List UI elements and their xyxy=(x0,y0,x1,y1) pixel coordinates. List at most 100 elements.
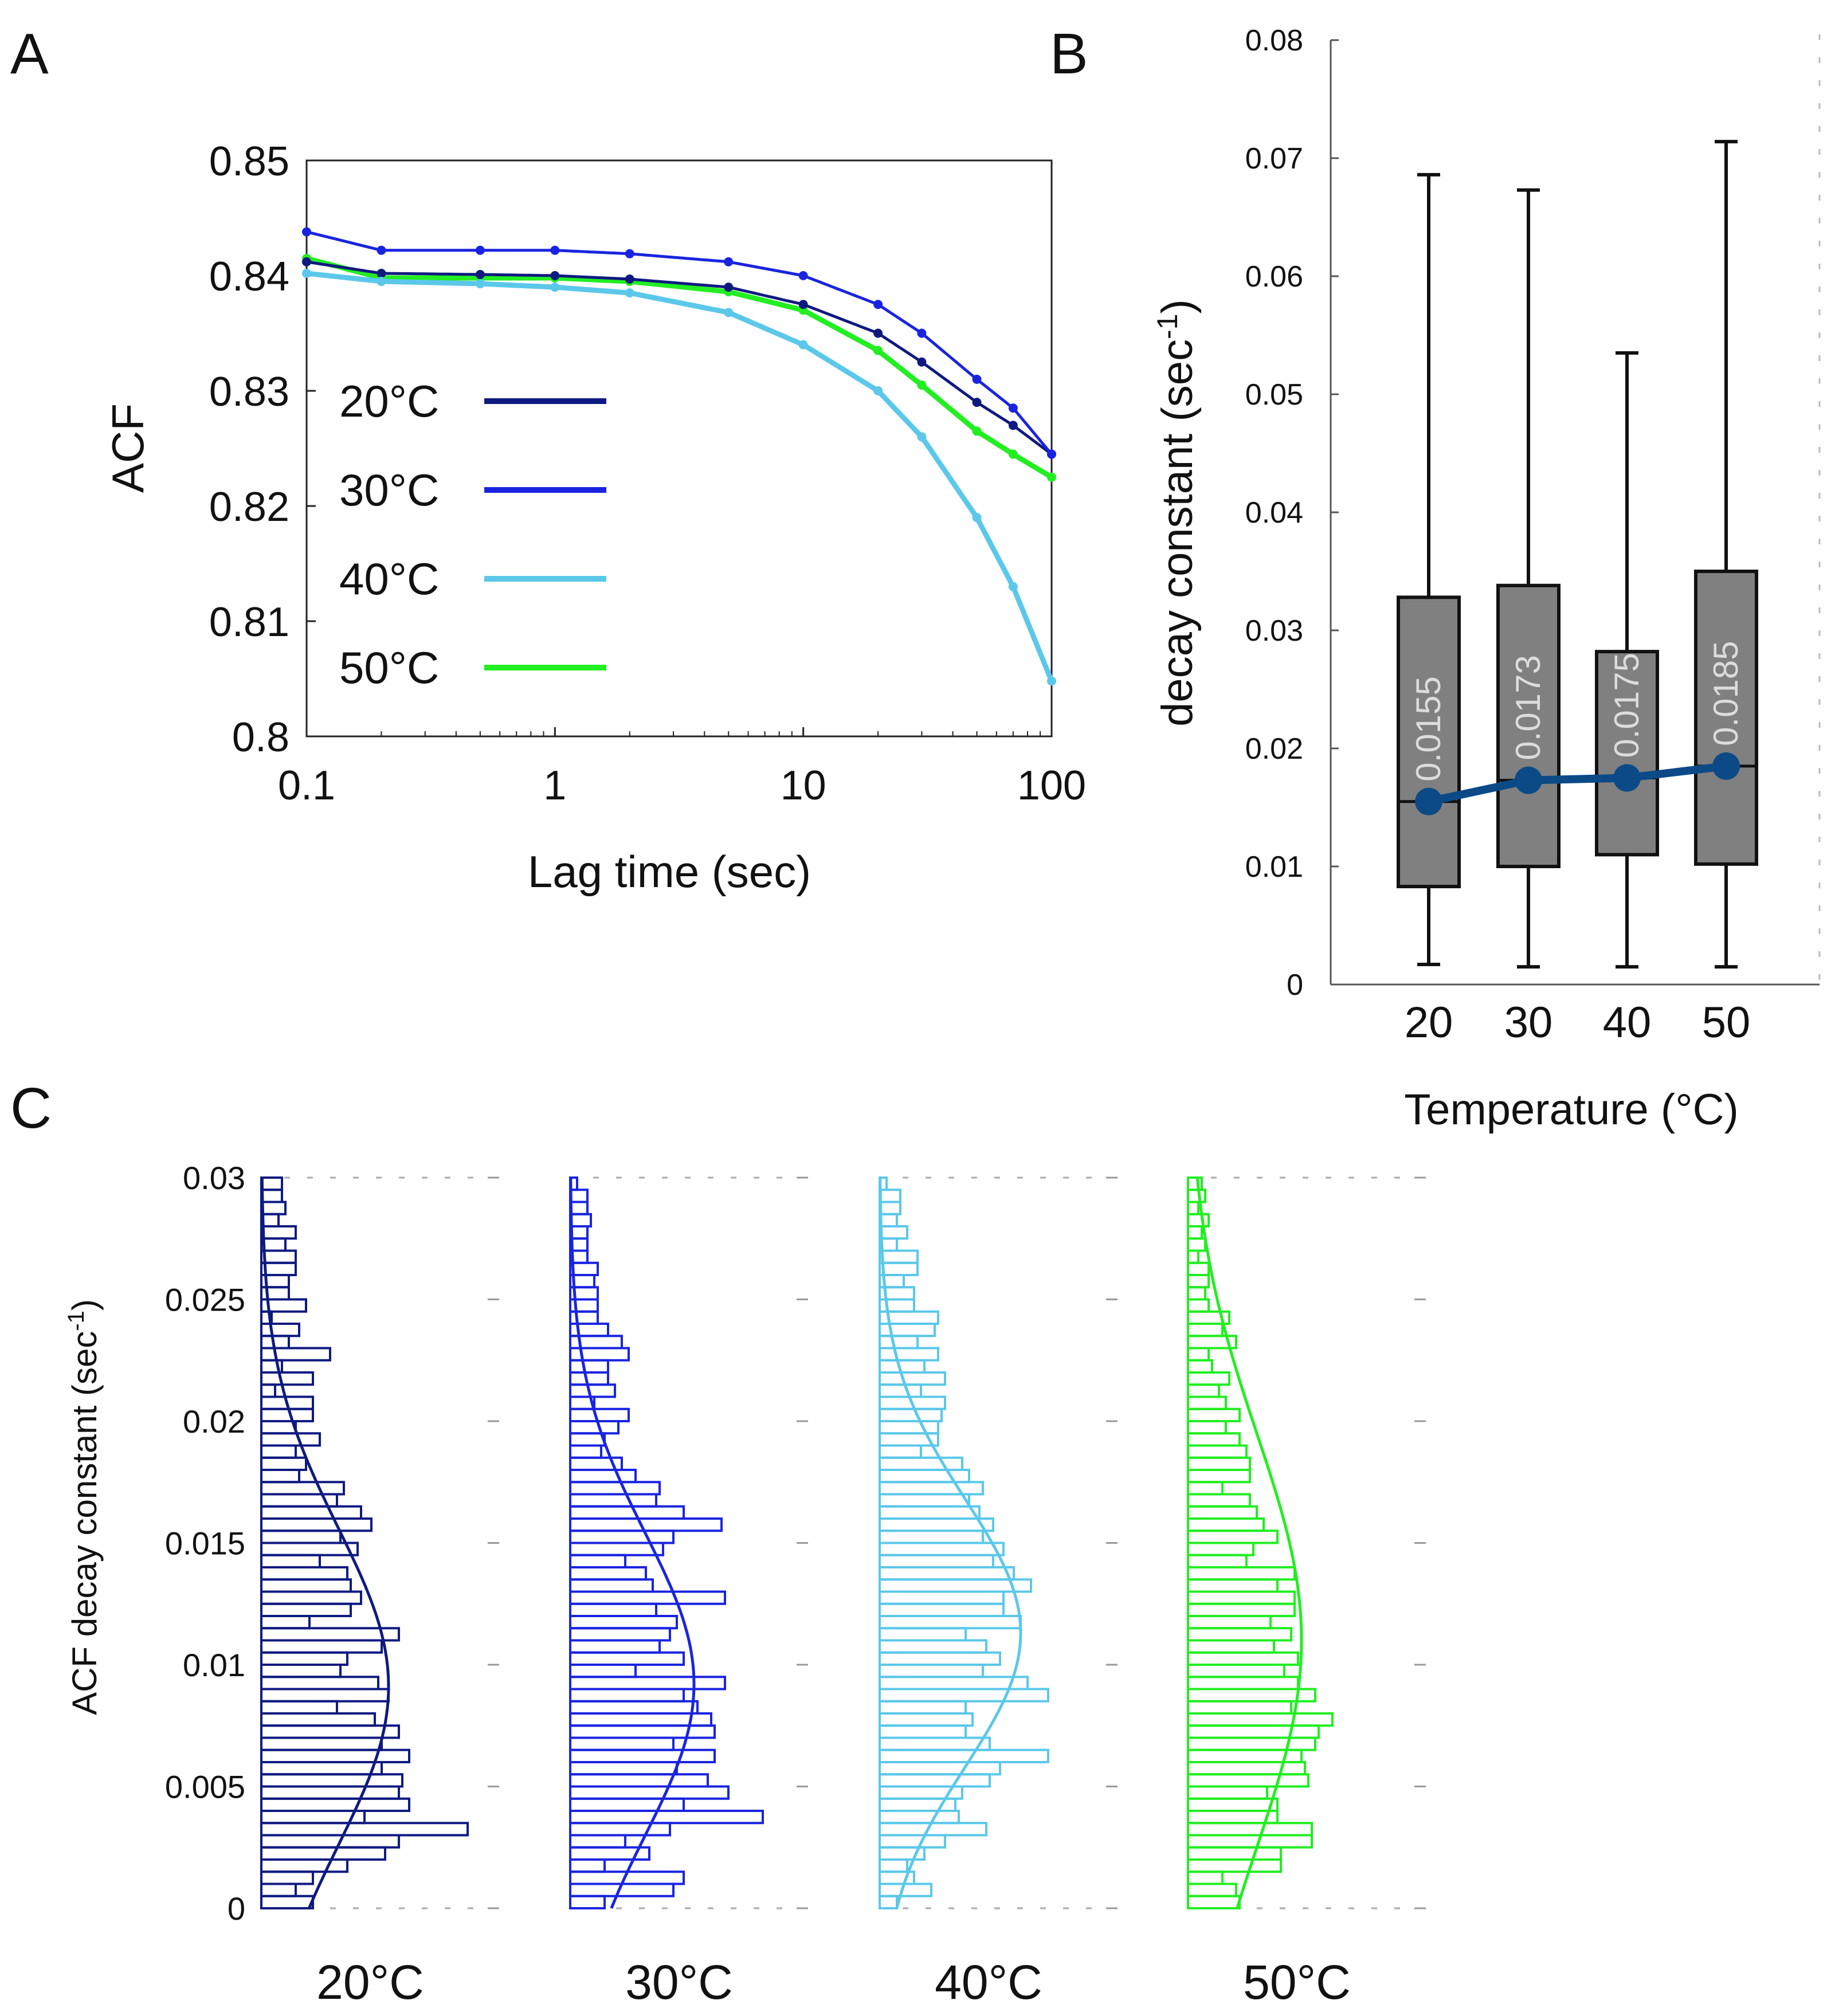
series-line-a xyxy=(306,230,1053,456)
data-point-a xyxy=(972,398,982,407)
histogram-1: 30°C xyxy=(569,1176,811,2009)
y-tick-label-b: 0.08 xyxy=(1245,24,1303,57)
hist-bar xyxy=(1187,1420,1227,1435)
hist-bar xyxy=(260,1201,287,1215)
hist-bar xyxy=(260,1651,348,1666)
hist-bar xyxy=(260,1469,300,1484)
y-tick-label-c: 0 xyxy=(228,1891,245,1927)
hist-bar xyxy=(260,1505,362,1520)
hist-bar xyxy=(879,1249,919,1264)
data-point-a xyxy=(1047,472,1056,482)
hist-bar xyxy=(1187,1810,1279,1825)
hist-bar xyxy=(1187,1882,1237,1897)
hist-bar xyxy=(1187,1664,1285,1678)
y-axis-label-a: ACF xyxy=(103,403,153,493)
hist-bar xyxy=(260,1249,297,1264)
hist-bar xyxy=(260,1529,342,1544)
hist-bar xyxy=(569,1602,657,1617)
y-axis-label-c-end: ) xyxy=(65,1299,104,1311)
hist-bar xyxy=(1187,1578,1279,1593)
hist-bar xyxy=(260,1688,390,1703)
series-line-a xyxy=(306,260,1053,456)
hist-bar xyxy=(1187,1189,1206,1203)
panel-letter-c: C xyxy=(10,1076,52,1140)
hist-bar xyxy=(260,1444,297,1459)
hist-bar xyxy=(569,1578,654,1593)
hist-bar xyxy=(569,1748,716,1763)
hist-bar xyxy=(260,1724,400,1739)
histogram-3: 50°C xyxy=(1187,1176,1429,2009)
legend-label-a: 40°C xyxy=(339,554,439,604)
hist-bar xyxy=(569,1469,637,1484)
hist-bar xyxy=(879,1882,932,1897)
hist-bar xyxy=(879,1529,984,1544)
hist-bar xyxy=(1187,1566,1296,1581)
hist-bar xyxy=(1187,1493,1251,1508)
hist-bar xyxy=(1187,1724,1320,1739)
hist-bar xyxy=(879,1444,922,1459)
y-tick-label-b: 0.01 xyxy=(1245,850,1303,884)
y-axis-label-c-sup: -1 xyxy=(64,1311,89,1331)
hist-bar xyxy=(1187,1176,1203,1191)
data-point-a xyxy=(475,279,485,289)
box-iqr xyxy=(1496,583,1561,868)
hist-bar xyxy=(260,1882,297,1897)
median-point xyxy=(1712,752,1740,780)
hist-bar xyxy=(1187,1700,1292,1715)
data-point-a xyxy=(302,257,311,266)
series-a-0 xyxy=(302,257,1056,459)
median-point xyxy=(1415,787,1442,815)
x-tick-label-a: 0.1 xyxy=(278,763,335,809)
hist-bar xyxy=(260,1432,321,1447)
hist-bar xyxy=(879,1371,946,1386)
data-point-a xyxy=(798,340,808,350)
hist-bar xyxy=(879,1407,943,1422)
y-tick-label-b: 0.06 xyxy=(1245,260,1303,293)
median-value-label: 0.0173 xyxy=(1509,655,1547,760)
hist-bar xyxy=(879,1664,984,1678)
data-point-a xyxy=(377,277,386,287)
hist-bar xyxy=(879,1347,939,1362)
x-tick-label-b: 30 xyxy=(1504,998,1553,1047)
hist-bar xyxy=(1187,1602,1296,1617)
hist-bar xyxy=(1187,1870,1224,1885)
hist-bar xyxy=(569,1810,764,1825)
median-value-label: 0.0185 xyxy=(1707,641,1745,746)
hist-bar xyxy=(879,1810,960,1825)
box-iqr xyxy=(1694,570,1758,866)
temperature-label: 40°C xyxy=(935,1955,1042,2009)
data-point-a xyxy=(302,268,311,278)
hist-bar xyxy=(569,1688,685,1703)
hist-bar xyxy=(569,1590,726,1605)
hist-bar xyxy=(260,1627,400,1642)
histogram-0: 20°C xyxy=(260,1176,502,2009)
hist-bar xyxy=(569,1700,699,1715)
histogram-2: 40°C xyxy=(879,1176,1120,2009)
hist-bar xyxy=(879,1736,991,1751)
fit-curve xyxy=(1195,1177,1303,1909)
box-20: 0.0155 20 xyxy=(1397,172,1461,1047)
hist-bar xyxy=(260,1785,400,1800)
hist-bar xyxy=(879,1323,936,1338)
hist-bar xyxy=(569,1432,606,1447)
hist-bar xyxy=(569,1724,716,1739)
y-tick-label-a: 0.83 xyxy=(209,369,289,415)
hist-bar xyxy=(1187,1213,1210,1227)
temperature-label: 50°C xyxy=(1243,1955,1351,2009)
box-30: 0.0173 30 xyxy=(1496,188,1561,1047)
hist-bar xyxy=(1187,1347,1210,1362)
x-tick-label-a: 1 xyxy=(543,763,566,809)
data-point-a xyxy=(550,283,560,292)
hist-bar xyxy=(879,1639,987,1654)
hist-bar xyxy=(569,1542,664,1556)
hist-bar xyxy=(1187,1274,1210,1289)
y-tick-label-a: 0.84 xyxy=(209,254,289,300)
y-tick-label-b: 0 xyxy=(1287,968,1303,1002)
hist-bar xyxy=(260,1554,321,1568)
y-tick-label-a: 0.82 xyxy=(209,484,289,530)
median-value-label: 0.0175 xyxy=(1607,653,1646,758)
hist-bar xyxy=(1187,1785,1268,1800)
hist-bar xyxy=(1187,1237,1206,1252)
hist-bar xyxy=(569,1664,637,1678)
